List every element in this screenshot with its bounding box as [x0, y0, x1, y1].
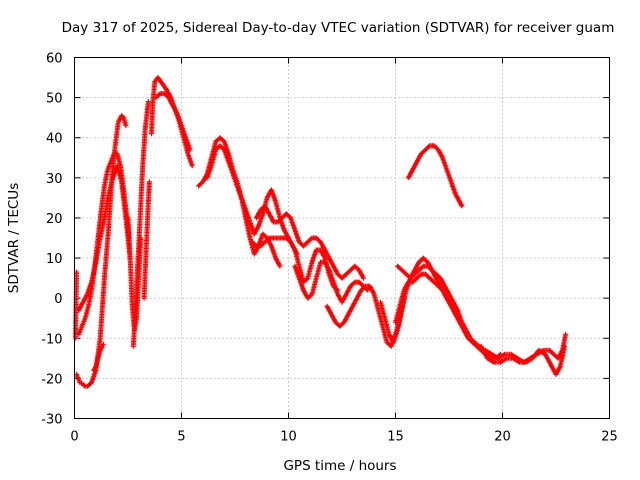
y-tick-label: -20: [41, 372, 62, 387]
data-point-markers: [73, 269, 80, 341]
y-tick-label: -30: [41, 413, 62, 428]
x-tick-label: 0: [70, 430, 78, 445]
series-e: [91, 341, 106, 373]
chart-title: Day 317 of 2025, Sidereal Day-to-day VTE…: [62, 20, 615, 36]
data-point-markers: [74, 113, 129, 389]
data-point-markers: [91, 341, 106, 373]
y-tick-label: 20: [46, 212, 63, 227]
series-g: [130, 99, 151, 349]
data-point-markers: [253, 203, 366, 281]
plot-frame: [74, 57, 610, 419]
y-tick-label: 0: [54, 292, 62, 307]
series-m: [253, 203, 366, 281]
y-tick-label: 50: [46, 92, 63, 107]
series-b: [74, 113, 129, 389]
series-s: [395, 263, 461, 313]
series-a: [73, 269, 80, 341]
data-point-markers: [153, 91, 193, 153]
x-axis-label: GPS time / hours: [283, 458, 396, 474]
data-point-markers: [204, 143, 300, 257]
y-axis-label: SDTVAR / TECUs: [6, 183, 22, 293]
y-tick-label: -10: [41, 332, 62, 347]
x-tick-label: 20: [494, 430, 511, 445]
y-tick-label: 60: [46, 52, 63, 67]
series-h: [141, 179, 152, 301]
series-v: [478, 343, 568, 377]
x-tick-label: 25: [601, 430, 618, 445]
x-tick-label: 5: [177, 430, 185, 445]
x-tick-label: 15: [387, 430, 404, 445]
series-t: [405, 143, 465, 209]
data-points: [73, 75, 569, 389]
series-j: [153, 91, 193, 153]
y-tick-label: 10: [46, 252, 63, 267]
series-l: [204, 143, 300, 257]
x-tick-label: 10: [280, 430, 297, 445]
y-tick-label: 30: [46, 172, 63, 187]
series-o: [292, 259, 371, 305]
y-tick-label: 40: [46, 132, 63, 147]
data-point-markers: [141, 179, 152, 301]
data-point-markers: [478, 343, 568, 377]
data-point-markers: [292, 259, 371, 305]
data-point-markers: [395, 263, 461, 313]
data-point-markers: [130, 99, 151, 349]
data-point-markers: [405, 143, 465, 209]
